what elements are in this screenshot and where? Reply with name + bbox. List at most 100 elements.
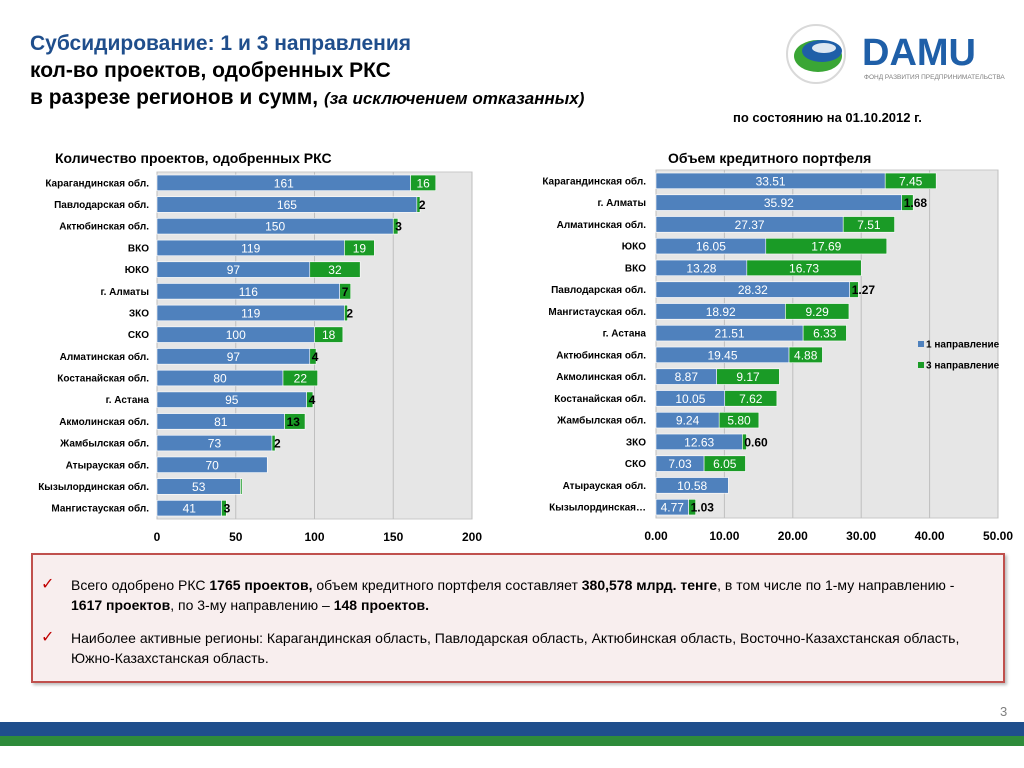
chart2-data-label-s1: 33.51	[756, 174, 786, 188]
chart2-data-label-s1: 8.87	[675, 370, 699, 384]
chart2-category-label: Алматинская обл.	[557, 219, 647, 231]
chart2-bar-s2	[688, 498, 696, 516]
chart1-data-label-s2: 2	[346, 306, 353, 320]
chart2-data-label-s1: 19.45	[708, 348, 738, 362]
page-number: 3	[1000, 704, 1008, 719]
logo-wordmark: DAMU	[862, 32, 976, 74]
chart1-data-label-s2: 4	[309, 393, 316, 407]
chart1-data-label-s1: 116	[239, 285, 258, 299]
chart1-bar-s2	[344, 239, 375, 257]
chart1-data-label-s1: 97	[227, 350, 241, 364]
chart1-data-label-s1: 161	[274, 176, 294, 190]
chart1-x-tick-label: 100	[304, 530, 324, 544]
summary-bullet-1: ✓ Всего одобрено РКС 1765 проектов, объе…	[41, 575, 970, 615]
chart2-data-label-s2: 0.60	[744, 435, 768, 449]
chart2-data-label-s2: 4.88	[794, 348, 818, 362]
summary-box: ✓ Всего одобрено РКС 1765 проектов, объе…	[31, 553, 1005, 683]
title-line-1: Субсидирование: 1 и 3 направления	[30, 32, 411, 55]
chart2-bar-s2	[718, 411, 760, 429]
chart1-title: Количество проектов, одобренных РКС	[55, 150, 332, 166]
footer-band-blue	[0, 722, 1024, 736]
chart2-category-label: Мангистауская обл.	[548, 306, 646, 318]
chart1-x-tick-label: 50	[229, 530, 243, 544]
chart2-data-label-s2: 7.51	[857, 218, 881, 232]
chart2-data-label-s2: 7.62	[739, 392, 763, 406]
title-line-3-main: в разрезе регионов и сумм,	[30, 86, 319, 109]
chart1-data-label-s1: 73	[208, 437, 222, 451]
chart2-data-label-s2: 7.45	[899, 174, 923, 188]
chart2-data-label-s2: 6.05	[713, 457, 737, 471]
chart1-category-label: ЮКО	[125, 265, 149, 276]
check-icon: ✓	[41, 576, 55, 593]
chart2-bar-s2	[724, 390, 778, 407]
chart1-x-tick-label: 200	[462, 530, 482, 544]
chart2-data-label-s2: 5.80	[727, 414, 751, 428]
chart1-data-label-s2: 16	[416, 176, 430, 190]
logo-highlight	[812, 43, 836, 53]
chart1-data-label-s1: 41	[183, 502, 197, 516]
chart1-bar-s2	[306, 391, 314, 408]
chart2-category-label: Карагандинская обл.	[542, 175, 646, 187]
chart2-data-label-s2: 9.29	[806, 305, 830, 319]
chart1-bar-s2	[309, 261, 361, 278]
b1-part3: , в том числе по 1-му направлению -	[717, 577, 955, 593]
chart1-data-label-s1: 150	[265, 220, 285, 234]
chart1-bar-s1	[156, 456, 268, 473]
chart1-bar-s2	[339, 283, 352, 300]
chart1-category-label: Кызылординская обл.	[38, 481, 149, 493]
chart2-category-label: ЮКО	[622, 242, 646, 253]
chart2-data-label-s2: 1.03	[691, 501, 715, 515]
chart1-data-label-s1: 100	[226, 328, 246, 342]
chart2-data-label-s1: 13.28	[686, 261, 716, 275]
chart2-legend-swatch	[918, 362, 924, 368]
check-icon: ✓	[41, 629, 55, 646]
chart2-title: Объем кредитного портфеля	[668, 150, 872, 166]
chart1-data-label-s2: 22	[294, 372, 308, 386]
chart2-x-tick-label: 0.00	[644, 529, 668, 543]
chart2-data-label-s1: 4.77	[661, 501, 685, 515]
chart1-bar-s2	[271, 434, 276, 452]
chart1-data-label-s1: 95	[225, 393, 239, 407]
chart1-data-label-s2: 4	[312, 350, 319, 364]
chart2-data-label-s1: 16.05	[696, 240, 726, 254]
chart2-bar-s2	[849, 281, 859, 298]
summary-bullet-1-text: Всего одобрено РКС 1765 проектов, объем …	[71, 575, 970, 615]
chart1-category-label: Актюбинская обл.	[59, 221, 149, 233]
chart1-category-label: Павлодарская обл.	[54, 199, 149, 211]
b1-bold2: 380,578 млрд. тенге	[581, 577, 718, 593]
damu-logo: DAMU ФОНД РАЗВИТИЯ ПРЕДПРИНИМАТЕЛЬСТВА	[786, 24, 1005, 84]
chart2-category-label: Костанайская обл.	[554, 393, 646, 405]
chart2-data-label-s2: 1.68	[904, 196, 928, 210]
chart1-bar-s2	[282, 369, 318, 387]
chart2-data-label-s1: 21.51	[715, 327, 745, 341]
chart1-bar-s2	[314, 326, 344, 343]
chart1-data-label-s2: 3	[224, 502, 231, 516]
logo-tagline: ФОНД РАЗВИТИЯ ПРЕДПРИНИМАТЕЛЬСТВА	[864, 74, 1005, 81]
chart2-x-tick-label: 20.00	[778, 529, 808, 543]
b1-part4: , по 3-му направлению –	[170, 597, 334, 613]
title-block: Субсидирование: 1 и 3 направления кол-во…	[30, 30, 584, 112]
chart2-bar-s2	[746, 259, 862, 277]
chart2-bar-s2	[765, 237, 888, 255]
chart1-category-label: Алматинская обл.	[60, 351, 150, 363]
chart1-data-label-s1: 80	[213, 372, 227, 386]
chart1-data-label-s1: 81	[214, 415, 228, 429]
b1-part1: Всего одобрено РКС	[71, 577, 210, 593]
chart2-x-tick-label: 10.00	[709, 529, 739, 543]
chart2-legend-label: 1 направление	[926, 340, 1000, 351]
chart2-category-label: СКО	[625, 459, 646, 470]
chart1-category-label: г. Астана	[106, 395, 150, 406]
chart1-category-label: ЗКО	[129, 308, 149, 319]
chart1-data-label-s1: 97	[227, 263, 241, 277]
chart2-bar-s2	[703, 455, 746, 472]
chart2-category-label: г. Астана	[603, 329, 647, 340]
chart2-data-label-s2: 17.69	[811, 240, 841, 254]
chart2-bar-s2	[742, 433, 747, 451]
summary-bullet-2-text: Наиболее активные регионы: Карагандинска…	[71, 630, 960, 666]
chart2-data-label-s1: 12.63	[684, 435, 714, 449]
chart1-x-tick-label: 150	[383, 530, 403, 544]
chart1-category-label: Карагандинская обл.	[45, 177, 149, 189]
chart1-data-label-s2: 19	[353, 241, 367, 255]
chart2-data-label-s1: 18.92	[706, 305, 736, 319]
b1-bold4: 148 проектов.	[333, 597, 430, 613]
